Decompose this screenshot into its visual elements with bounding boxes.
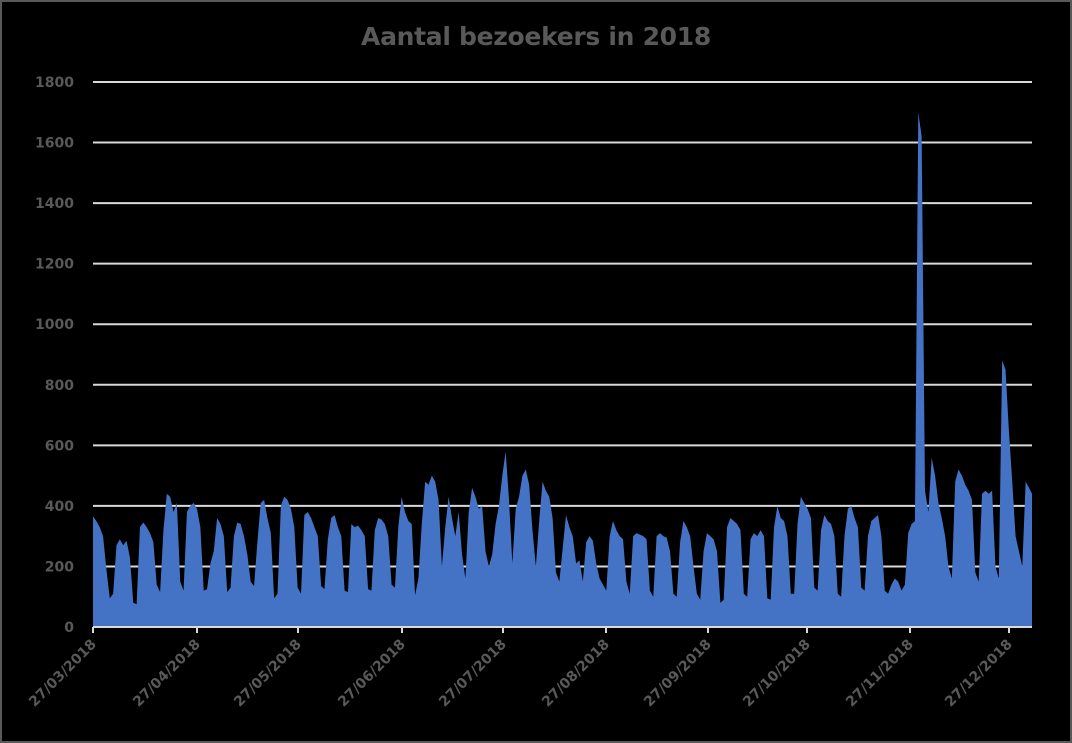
x-tick-label: 27/04/2018 (130, 637, 204, 711)
y-tick-label: 400 (45, 499, 74, 515)
y-tick-label: 1400 (35, 196, 74, 212)
x-tick-label: 27/08/2018 (539, 637, 613, 711)
y-tick-label: 600 (45, 438, 74, 454)
y-tick-label: 1600 (35, 136, 74, 152)
x-tick-label: 27/11/2018 (843, 637, 917, 711)
x-tick-label: 27/03/2018 (26, 637, 100, 711)
y-tick-label: 1000 (35, 317, 74, 333)
x-axis-labels: 27/03/2018 27/04/2018 27/05/2018 27/06/2018… (26, 637, 1016, 711)
x-tick-label: 27/06/2018 (335, 637, 409, 711)
y-axis-labels: 0 200 400 600 800 1000 1200 1400 1600 1800 (35, 75, 74, 636)
chart-title: Aantal bezoekers in 2018 (361, 22, 711, 51)
y-tick-label: 800 (45, 378, 74, 394)
x-tick-label: 27/05/2018 (231, 637, 305, 711)
x-axis (92, 626, 1032, 633)
gridlines (93, 81, 1032, 568)
y-tick-label: 1200 (35, 257, 74, 273)
y-tick-label: 1800 (35, 75, 74, 91)
y-tick-label: 200 (45, 559, 74, 575)
visitors-area-series (93, 112, 1032, 627)
x-tick-label: 27/09/2018 (641, 637, 715, 711)
x-tick-label: 27/10/2018 (740, 637, 814, 711)
x-tick-label: 27/07/2018 (436, 637, 510, 711)
x-tick-label: 27/12/2018 (942, 637, 1016, 711)
y-tick-label: 0 (64, 620, 74, 636)
